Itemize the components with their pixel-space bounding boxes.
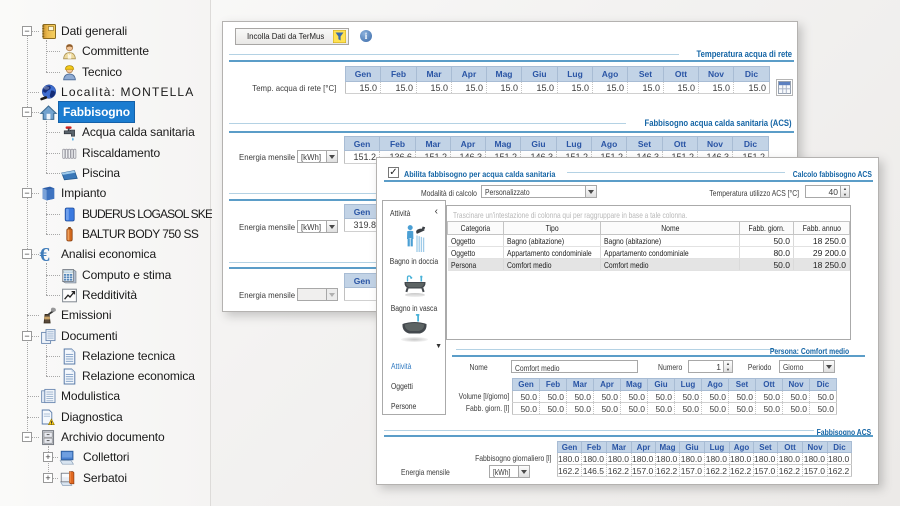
svg-text:€: € [40, 244, 50, 266]
